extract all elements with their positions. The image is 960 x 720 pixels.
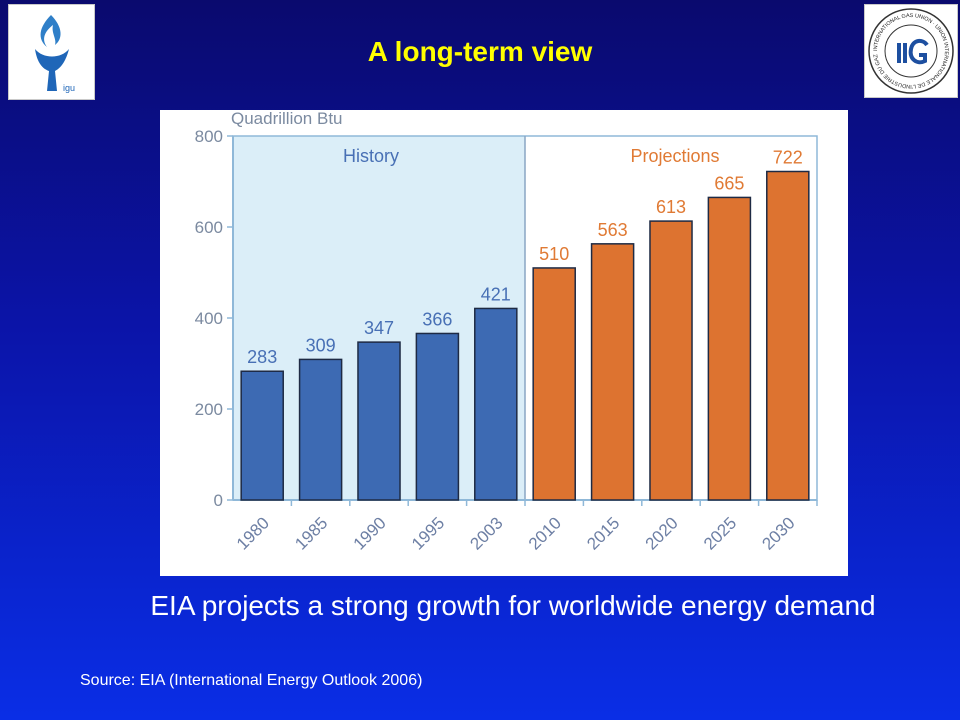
igu-flame-logo: igu bbox=[8, 4, 95, 100]
value-label-2030: 722 bbox=[773, 147, 803, 167]
x-tick-label-2030: 2030 bbox=[758, 513, 798, 553]
x-tick-label-2020: 2020 bbox=[642, 513, 682, 553]
bar-2003 bbox=[474, 307, 518, 501]
bar-1980 bbox=[240, 370, 284, 501]
bar-chart-svg: Quadrillion Btu History Projections 0 200… bbox=[195, 110, 818, 554]
x-tick-label-1985: 1985 bbox=[291, 513, 331, 553]
value-label-1985: 309 bbox=[306, 335, 336, 355]
y-axis-label: Quadrillion Btu bbox=[231, 110, 343, 128]
bar-2025 bbox=[707, 196, 752, 501]
value-label-1995: 366 bbox=[422, 309, 452, 329]
x-tick-label-2025: 2025 bbox=[700, 513, 740, 553]
projections-region-label: Projections bbox=[630, 146, 719, 166]
x-tick-label-2015: 2015 bbox=[583, 513, 623, 553]
bar-1995 bbox=[415, 332, 460, 501]
value-label-2010: 510 bbox=[539, 244, 569, 264]
international-gas-union-seal-icon: INTERNATIONAL GAS UNION · UNION INTERNAT… bbox=[868, 8, 954, 94]
bar-1985 bbox=[298, 358, 343, 501]
x-tick-label-2003: 2003 bbox=[466, 513, 506, 553]
y-tick-label: 800 bbox=[195, 127, 223, 146]
slide-title: A long-term view bbox=[367, 36, 593, 67]
value-label-2020: 613 bbox=[656, 197, 686, 217]
x-tick-label-1990: 1990 bbox=[350, 513, 390, 553]
value-label-1990: 347 bbox=[364, 318, 394, 338]
bar-1990 bbox=[357, 341, 401, 501]
logo-left-text: igu bbox=[63, 83, 75, 93]
value-label-2003: 421 bbox=[481, 284, 511, 304]
bar-2030 bbox=[766, 170, 810, 501]
y-tick-label: 600 bbox=[195, 218, 223, 237]
bar-2015 bbox=[590, 243, 635, 501]
igu-seal-logo: INTERNATIONAL GAS UNION · UNION INTERNAT… bbox=[864, 4, 958, 98]
y-tick-label: 0 bbox=[214, 491, 223, 510]
bar-2020 bbox=[649, 220, 693, 501]
bar-2010 bbox=[532, 267, 576, 501]
x-tick-label-1980: 1980 bbox=[233, 513, 273, 553]
source-note: Source: EIA (International Energy Outloo… bbox=[80, 672, 423, 689]
y-tick-label: 400 bbox=[195, 309, 223, 328]
energy-demand-chart: Quadrillion Btu History Projections 0 200… bbox=[160, 110, 848, 576]
flame-torch-logo-icon: igu bbox=[35, 15, 75, 93]
value-label-2025: 665 bbox=[714, 173, 744, 193]
x-tick-label-1995: 1995 bbox=[408, 513, 448, 553]
value-label-1980: 283 bbox=[247, 347, 277, 367]
value-label-2015: 563 bbox=[598, 220, 628, 240]
x-tick-label-2010: 2010 bbox=[525, 513, 565, 553]
history-region-label: History bbox=[343, 146, 399, 166]
y-tick-label: 200 bbox=[195, 400, 223, 419]
slide-caption: EIA projects a strong growth for worldwi… bbox=[150, 590, 876, 621]
